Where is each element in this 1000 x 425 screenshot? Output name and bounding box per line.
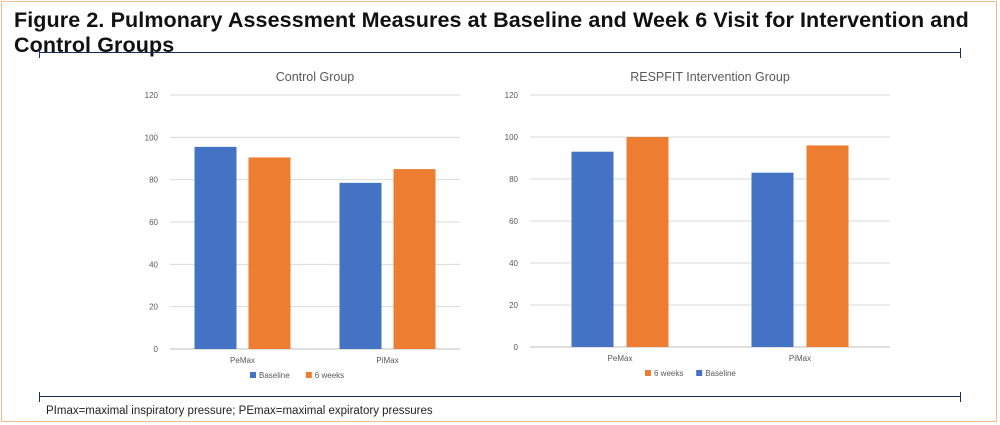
bottom-rule bbox=[39, 392, 961, 402]
bar-baseline-pemax bbox=[194, 146, 237, 349]
respfit-intervention-chart: RESPFIT Intervention Group 0 20 40 60 80 100 12… bbox=[505, 70, 890, 378]
bar-baseline-pimax bbox=[751, 172, 794, 347]
bar-6-weeks-pimax bbox=[393, 169, 436, 349]
legend-swatch-6-weeks bbox=[305, 372, 312, 378]
x-category-label: PiMax bbox=[789, 354, 811, 363]
x-category-label: PeMax bbox=[230, 356, 255, 365]
rule-end-right bbox=[960, 48, 961, 58]
y-tick-label: 60 bbox=[149, 218, 158, 227]
legend-label-6-weeks: 6 weeks bbox=[315, 371, 344, 380]
y-tick-label: 80 bbox=[509, 175, 518, 184]
rule-end-right bbox=[960, 392, 961, 402]
y-tick-label: 40 bbox=[149, 260, 158, 269]
y-tick-label: 80 bbox=[149, 176, 158, 185]
bar-baseline-pemax bbox=[571, 151, 614, 347]
top-rule bbox=[39, 48, 961, 58]
rule-end-left bbox=[39, 392, 40, 402]
y-tick-label: 0 bbox=[514, 343, 519, 352]
bar-baseline-pimax bbox=[339, 182, 382, 349]
y-tick-label: 100 bbox=[145, 133, 159, 142]
figure-footnote: PImax=maximal inspiratory pressure; PEma… bbox=[46, 405, 433, 417]
figure-title: Figure 2. Pulmonary Assessment Measures … bbox=[14, 8, 969, 57]
control-group-chart: Control Group 0 20 40 60 80 100 120 PeMax PiMax Ba… bbox=[145, 70, 460, 380]
legend-swatch-6-weeks bbox=[645, 370, 651, 376]
legend-label-6-weeks: 6 weeks bbox=[654, 369, 683, 378]
rule-end-left bbox=[39, 48, 40, 58]
x-category-label: PeMax bbox=[608, 354, 633, 363]
y-tick-label: 60 bbox=[509, 217, 518, 226]
legend-swatch-baseline bbox=[250, 372, 256, 378]
y-tick-label: 20 bbox=[149, 303, 158, 312]
bar-6-weeks-pemax bbox=[248, 157, 291, 349]
legend-label-baseline: Baseline bbox=[259, 371, 290, 380]
y-tick-label: 100 bbox=[505, 133, 519, 142]
chart-title: RESPFIT Intervention Group bbox=[630, 70, 790, 84]
bar-6-weeks-pimax bbox=[806, 145, 849, 347]
x-category-label: PiMax bbox=[376, 356, 398, 365]
y-tick-label: 120 bbox=[505, 91, 519, 100]
y-tick-label: 0 bbox=[154, 345, 159, 354]
chart-title: Control Group bbox=[276, 70, 355, 84]
legend-swatch-baseline bbox=[696, 370, 703, 376]
legend-label-baseline: Baseline bbox=[705, 369, 736, 378]
y-tick-label: 20 bbox=[509, 301, 518, 310]
y-tick-label: 120 bbox=[145, 91, 159, 100]
bar-6-weeks-pemax bbox=[626, 137, 669, 347]
y-tick-label: 40 bbox=[509, 259, 518, 268]
